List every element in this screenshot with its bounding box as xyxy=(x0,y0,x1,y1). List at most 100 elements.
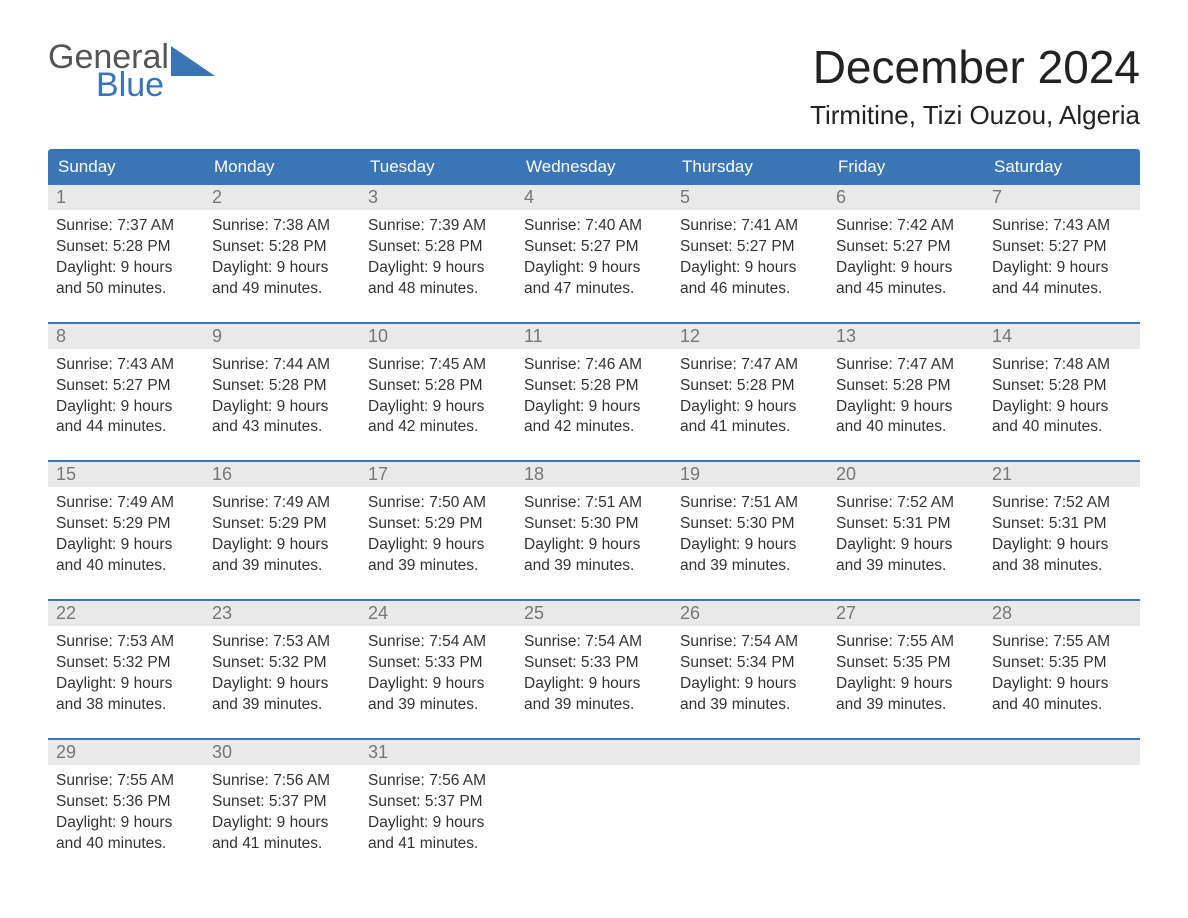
daylight-hours: 9 xyxy=(901,536,910,553)
calendar-day-cell: 6Sunrise: 7:42 AMSunset: 5:27 PMDaylight… xyxy=(828,185,984,304)
sunrise-label: Sunrise: xyxy=(212,494,269,511)
daylight-label: Daylight: xyxy=(368,814,428,831)
daylight-line-1: Daylight: 9 hours xyxy=(992,535,1132,556)
sunrise-line: Sunrise: 7:49 AM xyxy=(212,493,352,514)
sunrise-line: Sunrise: 7:54 AM xyxy=(680,632,820,653)
daylight-line-1: Daylight: 9 hours xyxy=(992,674,1132,695)
sunset-value: 5:28 PM xyxy=(425,377,483,394)
sunrise-label: Sunrise: xyxy=(56,494,113,511)
sunrise-label: Sunrise: xyxy=(524,633,581,650)
and-word: and xyxy=(56,418,82,435)
hours-word: hours xyxy=(134,536,173,553)
sunset-line: Sunset: 5:36 PM xyxy=(56,792,196,813)
sunset-label: Sunset: xyxy=(680,238,733,255)
hours-word: hours xyxy=(758,536,797,553)
sunset-value: 5:27 PM xyxy=(737,238,795,255)
sunrise-label: Sunrise: xyxy=(56,217,113,234)
sunrise-line: Sunrise: 7:54 AM xyxy=(524,632,664,653)
calendar-week-row: 22Sunrise: 7:53 AMSunset: 5:32 PMDayligh… xyxy=(48,599,1140,720)
day-body: Sunrise: 7:47 AMSunset: 5:28 PMDaylight:… xyxy=(672,349,828,443)
and-word: and xyxy=(212,835,238,852)
sunset-value: 5:32 PM xyxy=(113,654,171,671)
daylight-hours: 9 xyxy=(745,259,754,276)
sunset-value: 5:28 PM xyxy=(269,377,327,394)
minutes-word: minutes. xyxy=(108,835,167,852)
sunset-line: Sunset: 5:32 PM xyxy=(56,653,196,674)
hours-word: hours xyxy=(134,675,173,692)
sunset-line: Sunset: 5:28 PM xyxy=(836,376,976,397)
sunset-line: Sunset: 5:27 PM xyxy=(680,237,820,258)
daylight-line-2: and 40 minutes. xyxy=(56,834,196,855)
calendar-day-cell: 27Sunrise: 7:55 AMSunset: 5:35 PMDayligh… xyxy=(828,601,984,720)
sunrise-label: Sunrise: xyxy=(992,633,1049,650)
daylight-line-2: and 41 minutes. xyxy=(680,417,820,438)
calendar-body: 1Sunrise: 7:37 AMSunset: 5:28 PMDaylight… xyxy=(48,185,1140,858)
sunset-value: 5:27 PM xyxy=(113,377,171,394)
daylight-line-1: Daylight: 9 hours xyxy=(56,397,196,418)
hours-word: hours xyxy=(290,398,329,415)
sunset-line: Sunset: 5:28 PM xyxy=(212,376,352,397)
sunset-line: Sunset: 5:28 PM xyxy=(368,376,508,397)
day-body: Sunrise: 7:56 AMSunset: 5:37 PMDaylight:… xyxy=(204,765,360,859)
daylight-line-1: Daylight: 9 hours xyxy=(368,258,508,279)
daylight-label: Daylight: xyxy=(524,259,584,276)
sunrise-value: 7:51 AM xyxy=(585,494,642,511)
hours-word: hours xyxy=(602,259,641,276)
hours-word: hours xyxy=(758,259,797,276)
sunrise-value: 7:49 AM xyxy=(117,494,174,511)
sunset-label: Sunset: xyxy=(680,515,733,532)
daylight-label: Daylight: xyxy=(368,536,428,553)
sunset-label: Sunset: xyxy=(992,377,1045,394)
daylight-label: Daylight: xyxy=(524,398,584,415)
day-body: Sunrise: 7:55 AMSunset: 5:36 PMDaylight:… xyxy=(48,765,204,859)
daylight-label: Daylight: xyxy=(836,675,896,692)
and-word: and xyxy=(680,418,706,435)
sunset-line: Sunset: 5:35 PM xyxy=(836,653,976,674)
sunset-value: 5:30 PM xyxy=(737,515,795,532)
and-word: and xyxy=(836,418,862,435)
daylight-line-2: and 46 minutes. xyxy=(680,279,820,300)
day-body: Sunrise: 7:39 AMSunset: 5:28 PMDaylight:… xyxy=(360,210,516,304)
minutes-word: minutes. xyxy=(1044,696,1103,713)
hours-word: hours xyxy=(1070,259,1109,276)
sunset-line: Sunset: 5:35 PM xyxy=(992,653,1132,674)
daylight-line-1: Daylight: 9 hours xyxy=(836,258,976,279)
sunset-label: Sunset: xyxy=(368,238,421,255)
calendar-header-cell: Sunday xyxy=(48,149,204,185)
daylight-hours: 9 xyxy=(745,536,754,553)
minutes-word: minutes. xyxy=(732,696,791,713)
and-word: and xyxy=(836,696,862,713)
daylight-line-1: Daylight: 9 hours xyxy=(212,397,352,418)
and-word: and xyxy=(524,280,550,297)
day-body: Sunrise: 7:51 AMSunset: 5:30 PMDaylight:… xyxy=(516,487,672,581)
day-body: Sunrise: 7:56 AMSunset: 5:37 PMDaylight:… xyxy=(360,765,516,859)
minutes-word: minutes. xyxy=(420,835,479,852)
day-number: 1 xyxy=(48,185,204,210)
daylight-line-2: and 39 minutes. xyxy=(836,695,976,716)
and-word: and xyxy=(368,418,394,435)
daylight-label: Daylight: xyxy=(680,398,740,415)
sunrise-label: Sunrise: xyxy=(212,217,269,234)
sunrise-value: 7:38 AM xyxy=(273,217,330,234)
hours-word: hours xyxy=(446,675,485,692)
calendar-day-cell: 11Sunrise: 7:46 AMSunset: 5:28 PMDayligh… xyxy=(516,324,672,443)
sunrise-value: 7:46 AM xyxy=(585,356,642,373)
daylight-line-1: Daylight: 9 hours xyxy=(524,397,664,418)
daylight-label: Daylight: xyxy=(212,259,272,276)
minutes-word: minutes. xyxy=(420,696,479,713)
daylight-hours: 9 xyxy=(589,398,598,415)
and-word: and xyxy=(368,557,394,574)
sunset-label: Sunset: xyxy=(56,377,109,394)
hours-word: hours xyxy=(134,814,173,831)
day-number: 4 xyxy=(516,185,672,210)
daylight-line-1: Daylight: 9 hours xyxy=(680,397,820,418)
sunrise-label: Sunrise: xyxy=(524,217,581,234)
day-number: 17 xyxy=(360,462,516,487)
sunset-label: Sunset: xyxy=(56,793,109,810)
daylight-label: Daylight: xyxy=(524,675,584,692)
and-word: and xyxy=(56,835,82,852)
sunrise-label: Sunrise: xyxy=(680,217,737,234)
calendar-header-cell: Saturday xyxy=(984,149,1140,185)
day-number: 26 xyxy=(672,601,828,626)
sunrise-label: Sunrise: xyxy=(368,494,425,511)
